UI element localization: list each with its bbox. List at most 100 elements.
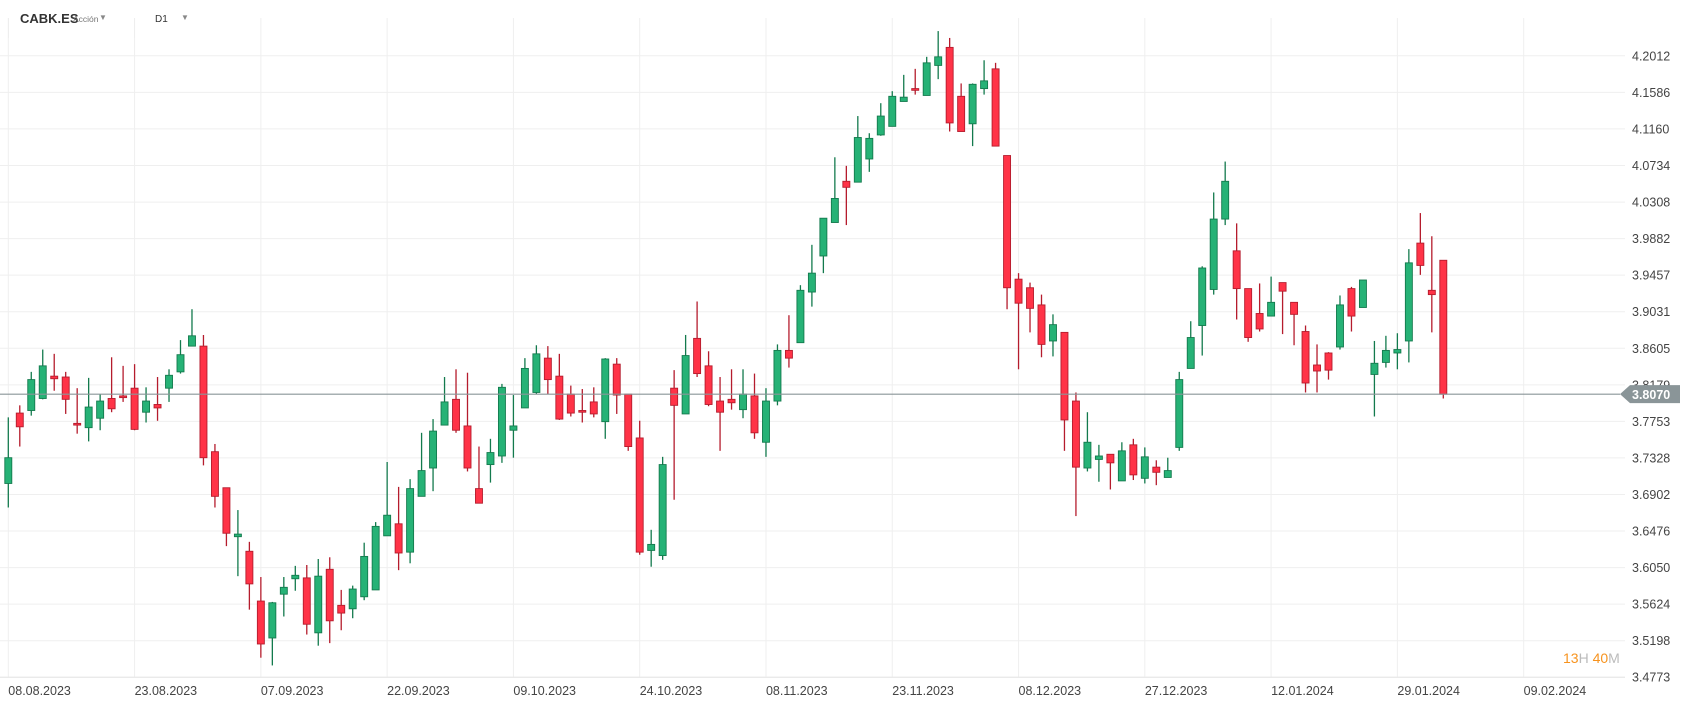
candle-bullish[interactable] [1198, 266, 1207, 356]
candle-bullish[interactable] [1175, 371, 1184, 451]
candle-bearish[interactable] [1290, 301, 1299, 346]
candle-bearish[interactable] [210, 443, 219, 508]
candle-bullish[interactable] [647, 529, 656, 567]
candle-bullish[interactable] [84, 377, 93, 442]
candle-bullish[interactable] [773, 344, 782, 406]
candle-bearish[interactable] [119, 365, 128, 402]
candle-bearish[interactable] [750, 373, 759, 439]
candle-bullish[interactable] [96, 394, 105, 431]
candle-bearish[interactable] [1014, 273, 1023, 370]
candle-bullish[interactable] [1381, 335, 1390, 368]
candle-bearish[interactable] [991, 62, 1000, 147]
candle-bullish[interactable] [440, 377, 449, 426]
candle-bearish[interactable] [957, 83, 966, 132]
candle-bearish[interactable] [1439, 259, 1448, 399]
candle-bearish[interactable] [1026, 282, 1034, 333]
candle-bullish[interactable] [1370, 340, 1379, 417]
candle-bullish[interactable] [188, 309, 196, 347]
candle-bullish[interactable] [1083, 412, 1092, 472]
candle-bearish[interactable] [325, 557, 334, 644]
candle-bullish[interactable] [865, 133, 874, 172]
candle-bullish[interactable] [532, 345, 541, 395]
candle-bullish[interactable] [4, 417, 13, 508]
candle-bullish[interactable] [486, 438, 495, 483]
candle-bullish[interactable] [268, 601, 277, 666]
candle-bullish[interactable] [348, 585, 357, 619]
candle-bullish[interactable] [1094, 444, 1103, 482]
candle-bullish[interactable] [497, 383, 506, 463]
candle-bullish[interactable] [1209, 192, 1218, 295]
candle-bullish[interactable] [314, 558, 323, 646]
candle-bullish[interactable] [876, 103, 885, 136]
candle-bearish[interactable] [15, 405, 24, 447]
candle-bearish[interactable] [727, 369, 736, 410]
candle-bearish[interactable] [1313, 344, 1321, 393]
candle-bearish[interactable] [73, 388, 82, 434]
candle-bullish[interactable] [899, 74, 908, 102]
candle-bullish[interactable] [601, 358, 610, 439]
candle-bearish[interactable] [1232, 223, 1241, 320]
candle-bearish[interactable] [1416, 213, 1425, 275]
candle-bearish[interactable] [153, 377, 162, 421]
candle-bullish[interactable] [429, 419, 438, 492]
candle-bullish[interactable] [830, 157, 839, 223]
candle-bullish[interactable] [888, 91, 897, 127]
candle-bearish[interactable] [635, 420, 644, 555]
candle-bearish[interactable] [1255, 283, 1264, 332]
candle-bullish[interactable] [1221, 161, 1230, 226]
candle-bearish[interactable] [199, 334, 208, 466]
candle-bullish[interactable] [233, 510, 242, 577]
candle-bearish[interactable] [670, 370, 679, 500]
candle-bearish[interactable] [1244, 288, 1253, 342]
candle-bullish[interactable] [279, 577, 288, 617]
candle-bullish[interactable] [796, 285, 805, 344]
candle-bearish[interactable] [475, 446, 483, 504]
candle-bullish[interactable] [853, 116, 862, 183]
candle-bullish[interactable] [1393, 333, 1402, 370]
candle-bearish[interactable] [1037, 294, 1046, 358]
candle-bearish[interactable] [1278, 282, 1287, 335]
candle-bearish[interactable] [1129, 438, 1138, 481]
candle-bearish[interactable] [555, 353, 564, 420]
candle-bearish[interactable] [394, 486, 403, 571]
candle-bearish[interactable] [1060, 331, 1069, 451]
candle-bearish[interactable] [222, 487, 231, 547]
candle-bearish[interactable] [624, 393, 633, 451]
symbol-selector[interactable]: CABK.ES [20, 11, 79, 26]
candle-bearish[interactable] [589, 387, 598, 418]
candle-bearish[interactable] [130, 364, 139, 431]
candle-bullish[interactable] [762, 388, 770, 457]
candle-bullish[interactable] [291, 565, 300, 591]
candle-bearish[interactable] [337, 589, 346, 631]
candle-bearish[interactable] [784, 315, 793, 368]
symbol-dropdown-caret-icon[interactable]: ▼ [99, 13, 107, 22]
candle-bullish[interactable] [520, 358, 529, 409]
candle-bullish[interactable] [1336, 295, 1344, 350]
candle-bearish[interactable] [842, 165, 851, 226]
candle-bullish[interactable] [1358, 279, 1367, 308]
candle-bullish[interactable] [1404, 249, 1413, 363]
candle-bullish[interactable] [807, 244, 816, 307]
candle-bullish[interactable] [1140, 447, 1149, 484]
candle-bullish[interactable] [383, 461, 392, 537]
candle-bullish[interactable] [165, 369, 173, 402]
candle-bearish[interactable] [543, 346, 552, 395]
candle-bullish[interactable] [360, 542, 369, 601]
candle-bullish[interactable] [142, 387, 151, 423]
candle-bearish[interactable] [1301, 325, 1310, 393]
candle-bearish[interactable] [1071, 392, 1080, 517]
candle-bearish[interactable] [463, 372, 472, 472]
candle-bullish[interactable] [658, 456, 667, 560]
candle-bearish[interactable] [1152, 460, 1161, 486]
candle-bearish[interactable] [50, 353, 59, 391]
candle-bearish[interactable] [1003, 155, 1012, 310]
candle-bearish[interactable] [1347, 286, 1356, 332]
candle-bearish[interactable] [302, 565, 311, 635]
candle-bearish[interactable] [1427, 236, 1436, 333]
candle-bullish[interactable] [406, 479, 415, 564]
candle-bearish[interactable] [693, 301, 702, 378]
candle-bearish[interactable] [945, 37, 954, 132]
candle-bearish[interactable] [452, 369, 460, 433]
candle-bearish[interactable] [256, 577, 265, 658]
